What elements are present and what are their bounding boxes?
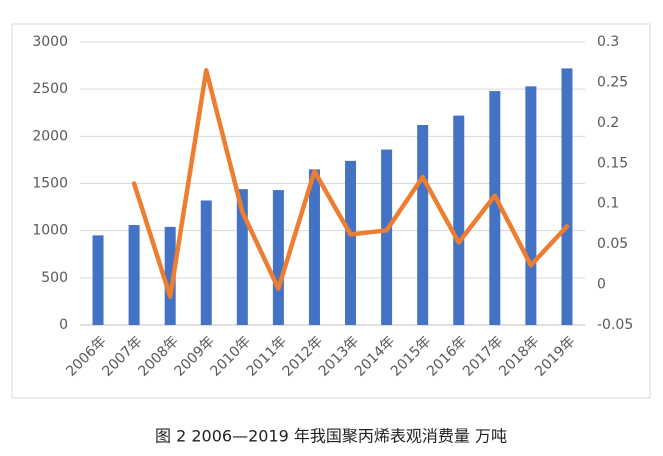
- bar: [272, 190, 284, 325]
- caption: 图 2 2006—2019 年我国聚丙烯表观消费量 万吨: [155, 427, 507, 446]
- y-tick-label: 0: [59, 317, 68, 333]
- bar: [417, 125, 429, 325]
- y-tick-label: 2000: [32, 128, 68, 144]
- chart-frame: [11, 23, 651, 399]
- bar: [92, 235, 104, 325]
- y2-tick-label: 0.25: [597, 74, 628, 90]
- y-tick-label: 3000: [32, 34, 68, 50]
- bar: [164, 226, 176, 325]
- y2-tick-label: 0.15: [597, 155, 628, 171]
- y2-tick-label: -0.05: [597, 317, 633, 333]
- bar: [200, 200, 212, 325]
- y-tick-label: 1000: [32, 223, 68, 239]
- bar: [345, 160, 357, 325]
- y2-tick-label: 0: [597, 277, 606, 293]
- bar: [489, 91, 501, 325]
- bar: [128, 225, 140, 325]
- y2-tick-label: 0.3: [597, 34, 619, 50]
- bar: [308, 169, 320, 325]
- bar: [525, 86, 537, 325]
- y-tick-label: 1500: [32, 176, 68, 192]
- bar: [236, 189, 248, 325]
- bar: [561, 68, 573, 325]
- y-tick-label: 2500: [32, 81, 68, 97]
- y2-tick-label: 0.05: [597, 236, 628, 252]
- line: [131, 68, 570, 299]
- y2-tick-label: 0.2: [597, 115, 619, 131]
- bar: [453, 115, 465, 325]
- bar: [381, 149, 393, 325]
- y-tick-label: 500: [41, 270, 68, 286]
- y2-tick-label: 0.1: [597, 196, 619, 212]
